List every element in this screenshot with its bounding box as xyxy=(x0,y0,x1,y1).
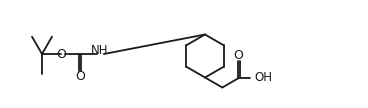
Text: NH: NH xyxy=(91,44,109,57)
Text: O: O xyxy=(56,48,66,60)
Text: O: O xyxy=(75,70,85,83)
Text: OH: OH xyxy=(254,71,272,84)
Text: O: O xyxy=(234,49,244,62)
